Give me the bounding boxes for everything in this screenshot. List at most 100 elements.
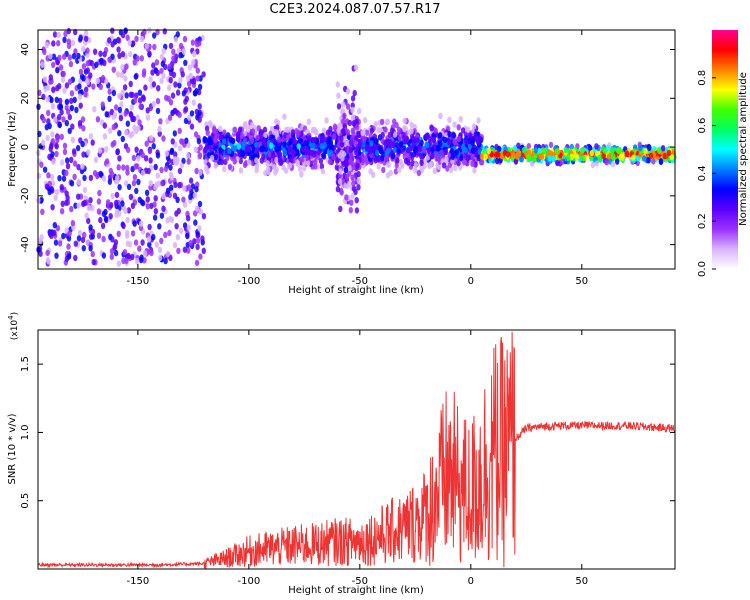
spectrogram-cell bbox=[198, 208, 203, 215]
spectrogram-cell bbox=[160, 180, 165, 187]
spectrogram-cell bbox=[161, 193, 166, 200]
spectrogram-cell bbox=[167, 63, 172, 70]
spectrogram-cell bbox=[132, 124, 137, 131]
spectrogram-cell bbox=[186, 184, 192, 191]
spectrogram-cell bbox=[98, 50, 103, 57]
spectrogram-cell bbox=[159, 77, 164, 85]
spectrogram-cell bbox=[138, 220, 144, 227]
spectrogram-cell bbox=[203, 137, 208, 144]
spectrogram-cell bbox=[67, 78, 73, 85]
spectrogram-cell bbox=[48, 53, 53, 60]
spectrogram-cell bbox=[340, 155, 345, 162]
spectrogram-cell bbox=[184, 137, 189, 144]
snr-series-line bbox=[37, 331, 676, 569]
spectrogram-cell bbox=[177, 145, 183, 152]
spectrogram-cell bbox=[205, 129, 210, 136]
spectrogram-cell bbox=[152, 214, 158, 221]
spectrogram-cell bbox=[348, 152, 354, 159]
spectrogram-cell bbox=[62, 36, 67, 43]
spectrogram-cell bbox=[131, 154, 137, 162]
spectrogram-cell bbox=[57, 83, 62, 90]
spectrogram-cell bbox=[335, 186, 341, 193]
spectrogram-cell bbox=[157, 223, 162, 230]
spectrogram-cell bbox=[461, 143, 466, 151]
spectrogram-cell bbox=[381, 166, 386, 174]
spectrogram-cell bbox=[58, 104, 63, 111]
spectrogram-cell bbox=[345, 173, 350, 181]
spectrogram-cell bbox=[361, 141, 367, 148]
spectrogram-cell bbox=[159, 212, 165, 219]
colorbar-tick-label: 0.0 bbox=[697, 261, 708, 277]
spectrogram-cell bbox=[52, 31, 58, 38]
spectrogram-cell bbox=[178, 42, 184, 50]
spectrogram-cell bbox=[594, 160, 600, 167]
spectrogram-cell bbox=[59, 184, 64, 191]
spectrogram-cell bbox=[50, 204, 55, 211]
spectrogram-cell bbox=[86, 217, 91, 225]
spectrogram-cell bbox=[169, 174, 174, 181]
spectrogram-cell bbox=[250, 153, 255, 160]
spectrogram-cell bbox=[76, 164, 81, 171]
spectrogram-cell bbox=[471, 123, 477, 130]
spectrogram-cell bbox=[82, 199, 87, 207]
spectrogram-cell bbox=[99, 57, 104, 64]
spectrogram-cell bbox=[274, 129, 279, 136]
spectrogram-cell bbox=[516, 142, 521, 149]
spectrogram-cell bbox=[161, 72, 166, 79]
spectrogram-cell bbox=[151, 143, 156, 150]
spectrogram-cell bbox=[133, 163, 138, 170]
spectrogram-cell bbox=[180, 71, 185, 78]
spectrogram-cell bbox=[161, 135, 166, 142]
spectrogram-cell bbox=[319, 163, 325, 170]
spectrogram-cell bbox=[354, 207, 360, 214]
spectrogram-cell bbox=[277, 150, 283, 158]
spectrogram-cell bbox=[401, 131, 406, 139]
spectrogram-cell bbox=[354, 197, 359, 204]
spectrogram-cell bbox=[51, 61, 56, 68]
spectrogram-cell bbox=[425, 141, 430, 149]
spectrogram-cell bbox=[620, 154, 625, 161]
spectrogram-cell bbox=[395, 157, 400, 164]
spectrogram-cell bbox=[147, 147, 153, 155]
spectrogram-cell bbox=[69, 180, 75, 187]
spectrogram-cell bbox=[356, 184, 361, 191]
spectrogram-cell bbox=[384, 118, 390, 126]
snr-y-ticks: 0.5 1.0 1.5 bbox=[20, 356, 675, 509]
spectrogram-cell bbox=[167, 229, 172, 237]
spectrogram-cell bbox=[171, 71, 177, 79]
spectrogram-cell bbox=[409, 121, 414, 129]
spectrogram-cell bbox=[228, 136, 234, 144]
spectrogram-cell bbox=[123, 27, 128, 34]
spectrogram-cell bbox=[58, 97, 63, 105]
spectrogram-cell bbox=[169, 216, 175, 224]
spectrogram-cell bbox=[130, 253, 135, 261]
spectrogram-cell bbox=[156, 180, 162, 187]
spectrogram-cell bbox=[166, 95, 171, 103]
spectrogram-cell bbox=[113, 239, 119, 246]
spectrogram-cell bbox=[88, 197, 93, 204]
spectrogram-cell bbox=[47, 188, 52, 196]
spectrogram-cell bbox=[41, 116, 46, 124]
spectrogram-cell bbox=[274, 118, 279, 125]
spectrogram-cell bbox=[267, 151, 272, 158]
spectrogram-cell bbox=[389, 127, 395, 134]
spectrogram-cell bbox=[194, 259, 200, 267]
spectrogram-cell bbox=[209, 154, 215, 162]
spectrogram-cell bbox=[177, 127, 182, 134]
spectrogram-cell bbox=[170, 92, 176, 99]
spectrogram-cell bbox=[55, 133, 60, 141]
spectrogram-cell bbox=[397, 166, 402, 174]
spectrogram-cell bbox=[172, 192, 178, 199]
spectrogram-cell bbox=[415, 137, 420, 144]
spectrogram-cell bbox=[350, 95, 356, 102]
spectrogram-cell bbox=[111, 123, 117, 131]
spectrogram-cell bbox=[182, 185, 187, 192]
spectrogram-cell bbox=[327, 136, 332, 143]
spectrogram-cell bbox=[134, 146, 139, 153]
spectrogram-cell bbox=[365, 144, 370, 151]
spectrogram-cell bbox=[138, 103, 143, 110]
spectrogram-cell bbox=[118, 114, 124, 122]
spectrogram-cell bbox=[59, 208, 65, 215]
spectrogram-cell bbox=[541, 147, 546, 154]
